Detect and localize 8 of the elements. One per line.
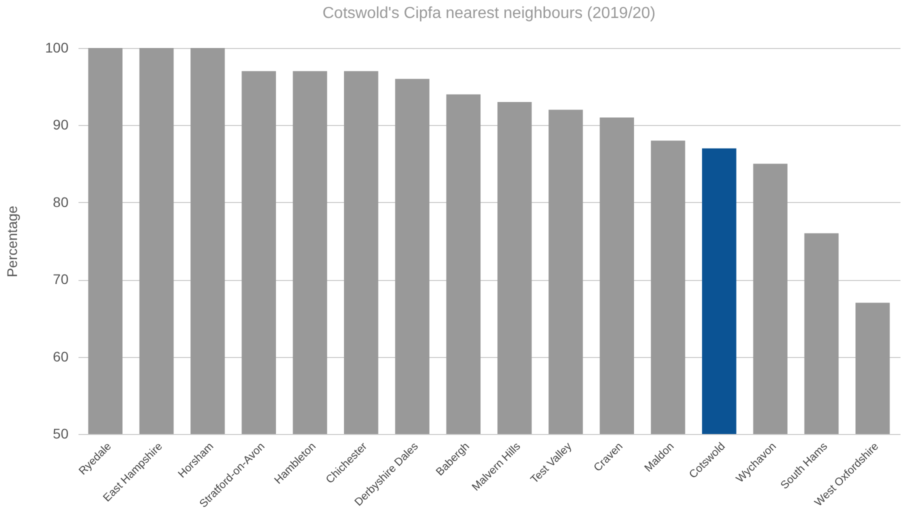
y-tick-label: 70	[52, 271, 69, 288]
chart-title: Cotswold's Cipfa nearest neighbours (2019/20)	[322, 5, 656, 22]
y-tick-label: 60	[52, 348, 69, 364]
y-tick-label: 50	[52, 426, 69, 442]
y-axis-title: Percentage	[4, 205, 20, 278]
y-tick-label: 80	[52, 194, 69, 210]
y-tick-label: 100	[45, 40, 69, 56]
y-tick-label: 90	[52, 116, 69, 133]
